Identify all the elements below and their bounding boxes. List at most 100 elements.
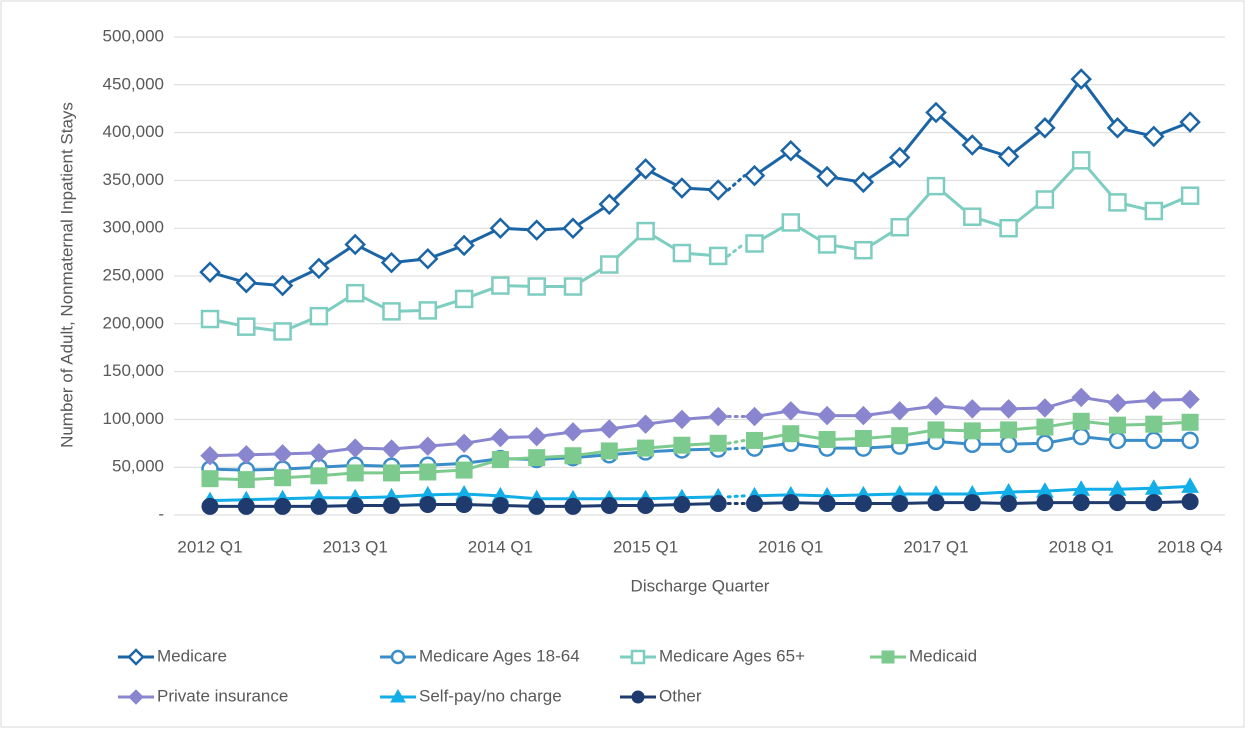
point [1108,431,1127,450]
legend-marker [881,650,895,664]
point [600,255,619,274]
point [310,497,328,515]
point [418,301,438,320]
transition-connector [726,438,746,445]
point [999,218,1018,238]
legend-label: Other [659,686,702,705]
point [1143,125,1165,148]
point [563,422,583,442]
y-tick-label: 100,000 [103,409,164,428]
legend-item: Medicare [118,646,227,666]
point [854,240,873,260]
y-tick-label: 200,000 [103,313,164,332]
point [599,419,620,439]
legend-label: Medicare Ages 65+ [659,646,805,665]
point [490,427,511,448]
point [673,495,691,513]
x-axis-title: Discharge Quarter [631,576,770,595]
point [635,414,656,434]
point [889,401,910,421]
point [562,217,584,239]
point [308,257,330,280]
point [274,497,292,515]
point [782,494,800,512]
point [419,463,437,481]
point [380,251,403,274]
point [345,438,365,458]
point [744,406,765,427]
point [709,495,727,513]
y-tick-label: 250,000 [103,265,164,284]
legend-marker [390,649,406,665]
point [1180,389,1200,410]
point [418,436,438,456]
series [200,151,1200,341]
point [381,439,402,459]
legend-label: Medicare [157,646,227,665]
point [598,193,621,216]
point [1000,421,1018,439]
point [890,217,909,237]
point [1070,68,1092,90]
point [273,322,292,341]
legend-label: Medicaid [909,646,977,665]
point [454,289,474,309]
y-tick-label: 350,000 [103,170,164,189]
point [746,431,763,449]
point [528,449,546,467]
y-tick-label: 150,000 [103,361,164,380]
point [1145,415,1163,433]
point [746,495,763,513]
point [1072,412,1090,430]
point [1181,413,1199,431]
point [200,309,220,329]
point [673,436,691,454]
point [743,164,766,187]
point [455,495,473,513]
point [1106,117,1129,139]
point [528,497,546,515]
point [926,396,946,416]
y-axis-title: Number of Adult, Nonmaternal Inpatient S… [57,102,76,448]
point [383,464,400,482]
point [707,179,729,201]
point [1035,398,1055,418]
point [672,409,692,430]
point [1109,416,1126,434]
legend-label: Medicare Ages 18-64 [419,646,580,665]
point [453,234,475,257]
point [927,494,945,512]
point [1179,111,1201,133]
point [816,165,838,188]
point [271,274,294,297]
transition-connector [726,241,746,258]
y-tick-label: 50,000 [112,457,164,476]
point [781,401,801,421]
point [235,271,258,294]
point [1036,494,1054,512]
transition-connector [726,446,746,451]
point [200,446,220,466]
point [636,221,655,241]
point [1181,477,1199,493]
point [891,495,909,513]
x-tick-label: 2018 Q1 [1049,537,1114,556]
point [781,213,801,232]
point [998,399,1019,419]
point [1036,418,1054,436]
x-tick-label: 2014 Q1 [468,537,533,556]
point [963,422,981,440]
point [888,146,911,169]
x-tick-label: 2013 Q1 [323,537,388,556]
point [382,302,401,321]
point [1144,201,1164,221]
legend-marker [390,689,406,703]
point [1180,186,1200,205]
point [344,233,366,256]
point [526,426,547,447]
transition-connector [726,494,746,499]
point [1145,431,1163,450]
x-tick-label: 2017 Q1 [903,537,968,556]
